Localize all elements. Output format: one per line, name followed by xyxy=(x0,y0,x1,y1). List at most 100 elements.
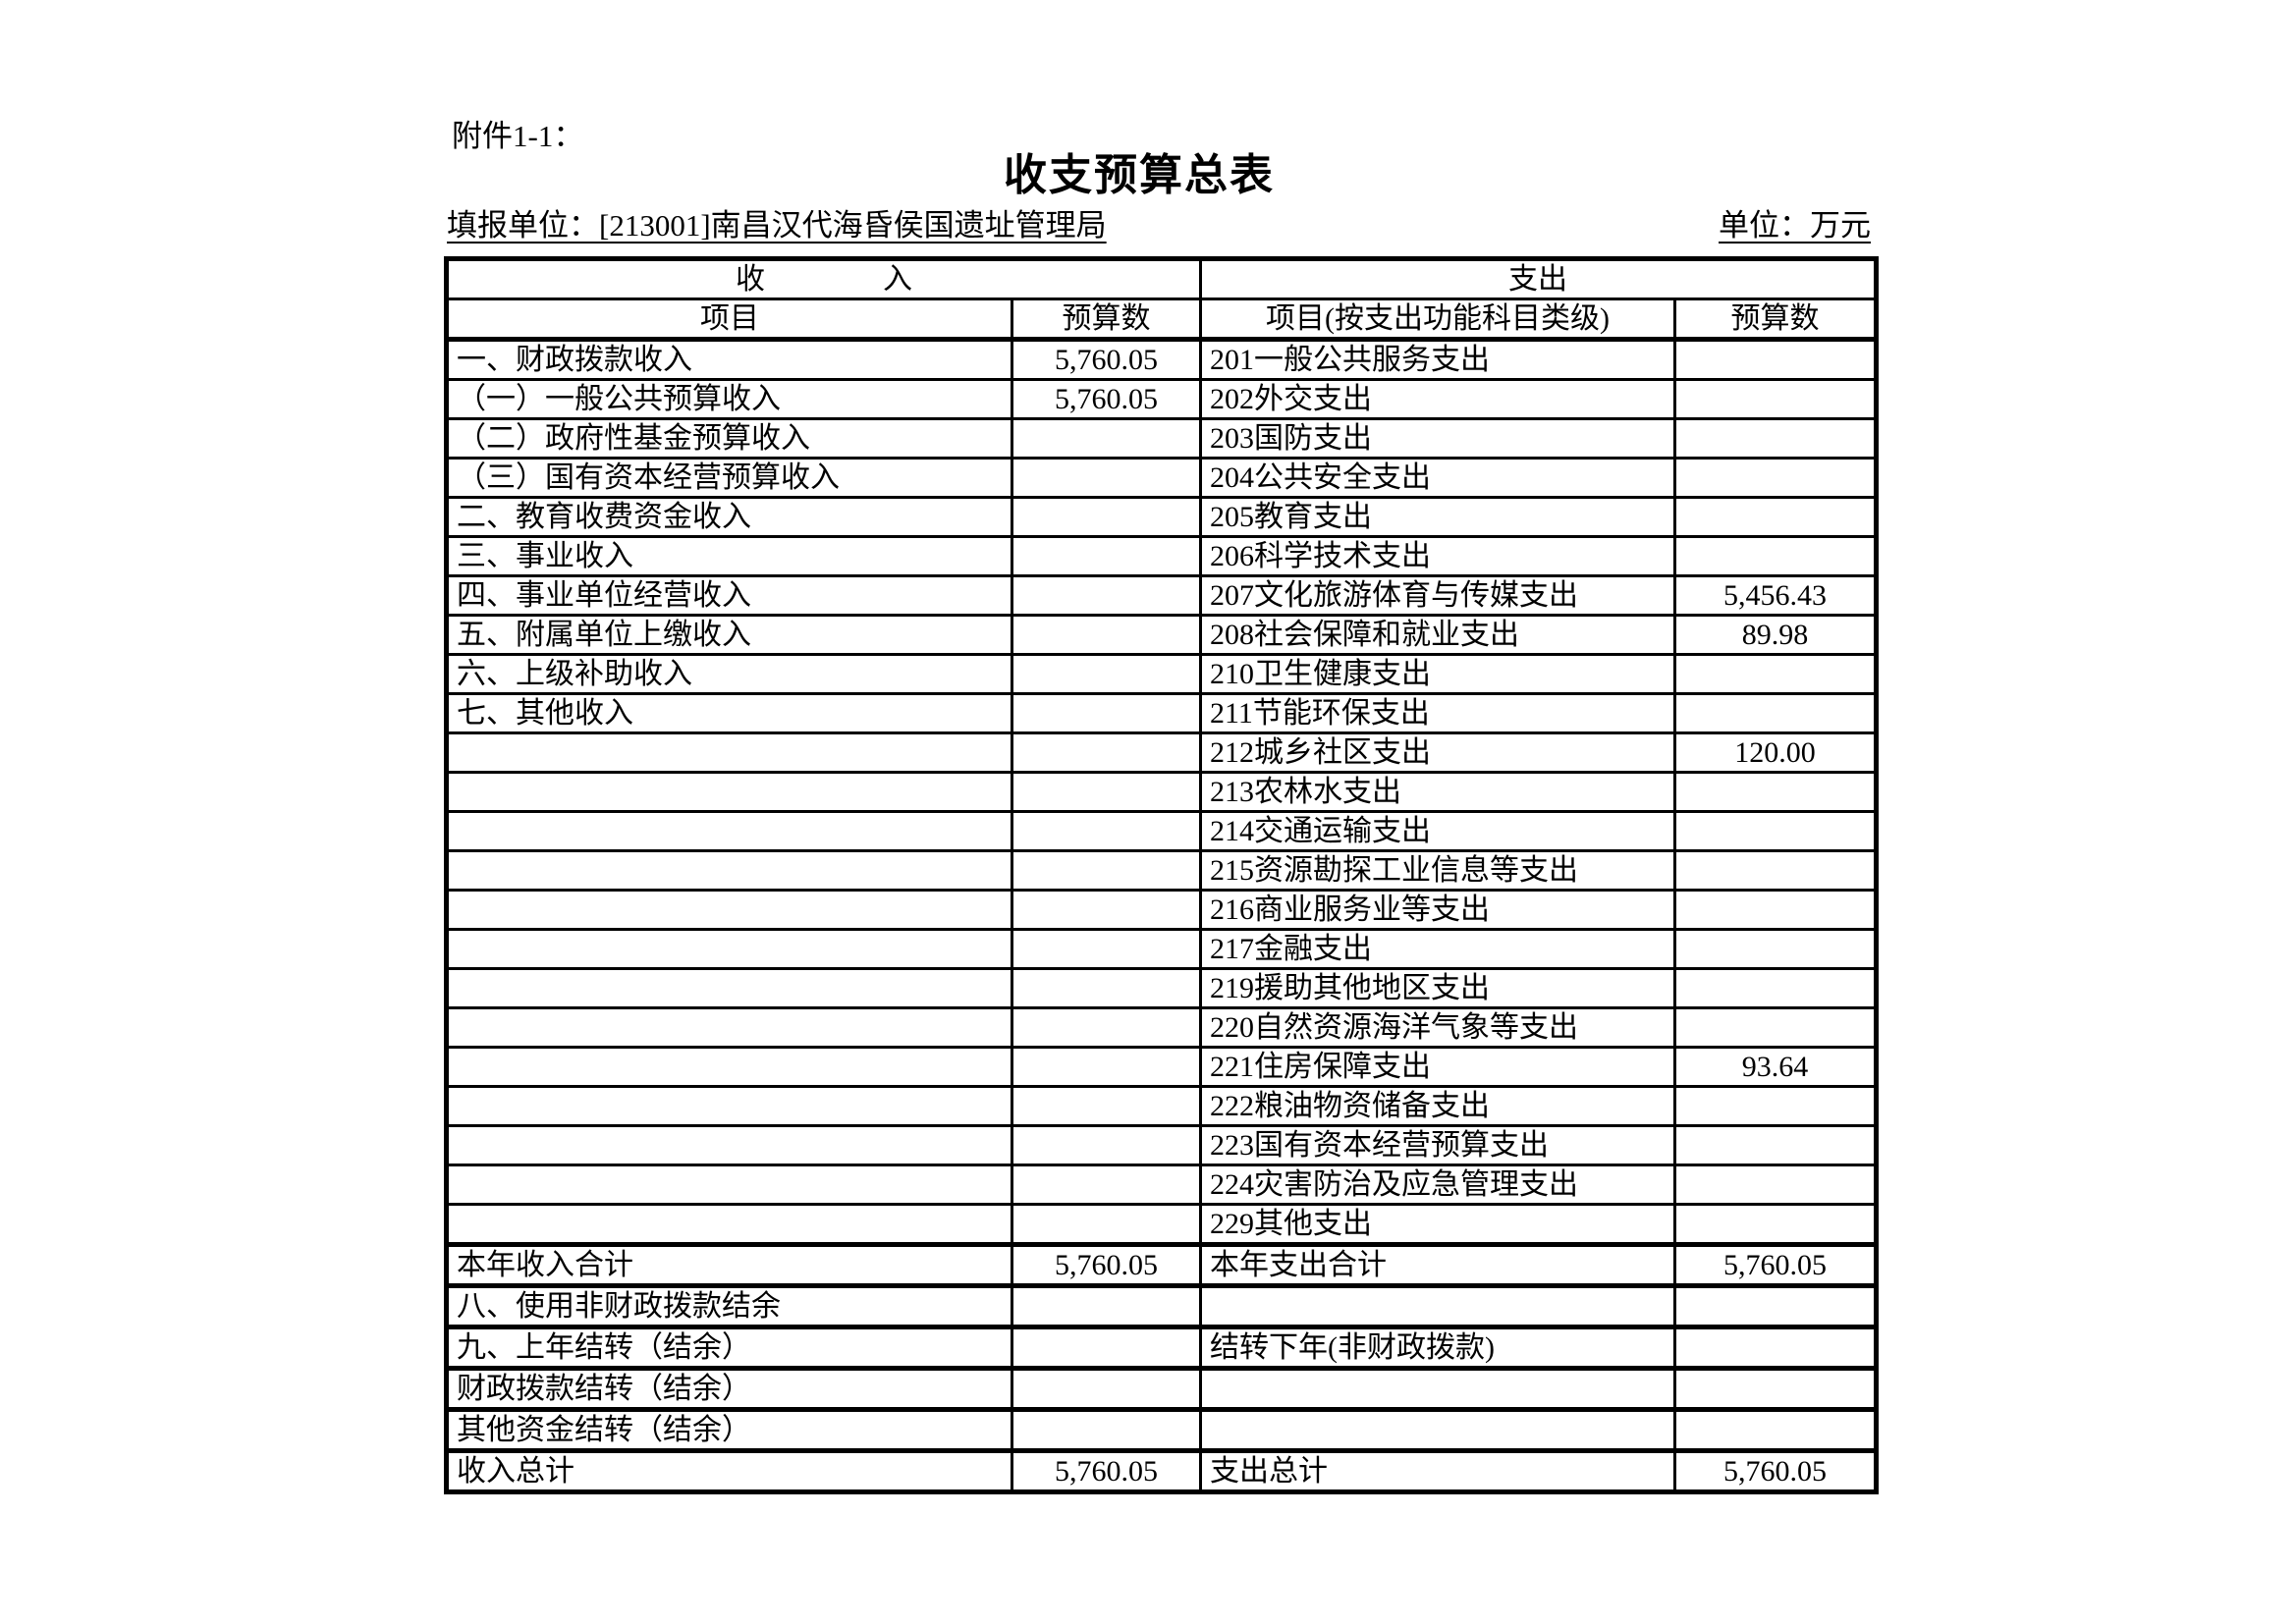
income-item-column-header: 项目 xyxy=(445,298,1013,342)
table-row: 220自然资源海洋气象等支出 xyxy=(445,1006,1878,1049)
expense-budget-cell xyxy=(1673,889,1878,931)
table-row: 221住房保障支出 93.64 xyxy=(445,1046,1878,1088)
expense-item-cell: 215资源勘探工业信息等支出 xyxy=(1199,849,1676,892)
income-item-cell xyxy=(445,1085,1013,1127)
income-item-cell: 九、上年结转（结余） xyxy=(445,1325,1013,1370)
expense-budget-cell: 5,760.05 xyxy=(1673,1242,1878,1287)
income-budget-cell xyxy=(1011,889,1202,931)
table-row: 222粮油物资储备支出 xyxy=(445,1085,1878,1127)
expense-item-cell: 219援助其他地区支出 xyxy=(1199,967,1676,1009)
expense-item-cell: 202外交支出 xyxy=(1199,378,1676,420)
meta-row: 填报单位：[213001]南昌汉代海昏侯国遗址管理局 单位：万元 xyxy=(447,208,1871,244)
income-budget-cell xyxy=(1011,1283,1202,1328)
expense-item-cell: 210卫生健康支出 xyxy=(1199,653,1676,695)
expense-budget-cell xyxy=(1673,928,1878,970)
expense-budget-column-header: 预算数 xyxy=(1673,298,1878,342)
income-item-cell: 五、附属单位上缴收入 xyxy=(445,614,1013,656)
table-row: 214交通运输支出 xyxy=(445,810,1878,852)
income-item-cell: （三）国有资本经营预算收入 xyxy=(445,457,1013,499)
table-row: 七、其他收入 211节能环保支出 xyxy=(445,692,1878,734)
table-row: 六、上级补助收入 210卫生健康支出 xyxy=(445,653,1878,695)
income-budget-cell xyxy=(1011,1006,1202,1049)
expense-budget-cell xyxy=(1673,849,1878,892)
expense-item-cell: 220自然资源海洋气象等支出 xyxy=(1199,1006,1676,1049)
income-item-cell xyxy=(445,889,1013,931)
income-item-cell xyxy=(445,731,1013,774)
income-budget-column-header: 预算数 xyxy=(1011,298,1202,342)
expense-budget-cell xyxy=(1673,1124,1878,1166)
income-budget-cell: 5,760.05 xyxy=(1011,1242,1202,1287)
unit-label: 单位：万元 xyxy=(1719,208,1871,243)
expense-budget-cell xyxy=(1673,1325,1878,1370)
income-budget-cell xyxy=(1011,1366,1202,1411)
expense-item-cell: 212城乡社区支出 xyxy=(1199,731,1676,774)
expense-budget-cell xyxy=(1673,810,1878,852)
expense-budget-cell xyxy=(1673,1283,1878,1328)
income-budget-cell xyxy=(1011,1046,1202,1088)
income-budget-cell xyxy=(1011,771,1202,813)
table-row: 五、附属单位上缴收入 208社会保障和就业支出 89.98 xyxy=(445,614,1878,656)
expense-budget-cell xyxy=(1673,1006,1878,1049)
expense-item-cell: 205教育支出 xyxy=(1199,496,1676,538)
table-row: 212城乡社区支出 120.00 xyxy=(445,731,1878,774)
expense-item-cell: 221住房保障支出 xyxy=(1199,1046,1676,1088)
expense-budget-cell xyxy=(1673,496,1878,538)
expense-item-cell: 结转下年(非财政拨款) xyxy=(1199,1325,1676,1370)
income-item-cell: （二）政府性基金预算收入 xyxy=(445,417,1013,460)
expense-item-cell: 201一般公共服务支出 xyxy=(1199,338,1676,381)
table-row: 收入总计 5,760.05 支出总计 5,760.05 xyxy=(445,1448,1878,1493)
income-budget-cell xyxy=(1011,653,1202,695)
income-budget-cell xyxy=(1011,457,1202,499)
expense-budget-cell: 89.98 xyxy=(1673,614,1878,656)
table-row: 215资源勘探工业信息等支出 xyxy=(445,849,1878,892)
income-item-cell xyxy=(445,967,1013,1009)
income-budget-cell xyxy=(1011,1203,1202,1246)
income-budget-cell xyxy=(1011,574,1202,617)
expense-budget-cell xyxy=(1673,417,1878,460)
expense-budget-cell xyxy=(1673,1203,1878,1246)
table-row: （三）国有资本经营预算收入 204公共安全支出 xyxy=(445,457,1878,499)
table-row: 四、事业单位经营收入 207文化旅游体育与传媒支出 5,456.43 xyxy=(445,574,1878,617)
expense-budget-cell xyxy=(1673,378,1878,420)
income-budget-cell xyxy=(1011,1124,1202,1166)
expense-budget-cell xyxy=(1673,535,1878,577)
attachment-note: 附件1-1： xyxy=(452,119,584,153)
income-item-cell xyxy=(445,810,1013,852)
table-row: 三、事业收入 206科学技术支出 xyxy=(445,535,1878,577)
table-row: 二、教育收费资金收入 205教育支出 xyxy=(445,496,1878,538)
table-row: 229其他支出 xyxy=(445,1203,1878,1246)
income-item-cell: 一、财政拨款收入 xyxy=(445,338,1013,381)
expense-budget-cell xyxy=(1673,967,1878,1009)
table-row: 八、使用非财政拨款结余 xyxy=(445,1283,1878,1328)
expense-item-cell: 206科学技术支出 xyxy=(1199,535,1676,577)
income-item-cell: 本年收入合计 xyxy=(445,1242,1013,1287)
income-item-cell: 其他资金结转（结余） xyxy=(445,1407,1013,1452)
page-title: 收支预算总表 xyxy=(1004,151,1275,199)
expense-item-cell: 207文化旅游体育与传媒支出 xyxy=(1199,574,1676,617)
income-item-cell xyxy=(445,849,1013,892)
expense-budget-cell xyxy=(1673,338,1878,381)
income-item-cell: 六、上级补助收入 xyxy=(445,653,1013,695)
expense-item-cell xyxy=(1199,1283,1676,1328)
table-row: 213农林水支出 xyxy=(445,771,1878,813)
table-row: 224灾害防治及应急管理支出 xyxy=(445,1164,1878,1206)
expense-budget-cell xyxy=(1673,1407,1878,1452)
expense-budget-cell: 5,760.05 xyxy=(1673,1448,1878,1493)
income-item-cell: 七、其他收入 xyxy=(445,692,1013,734)
income-item-cell xyxy=(445,1006,1013,1049)
expense-budget-cell: 93.64 xyxy=(1673,1046,1878,1088)
table-row: 九、上年结转（结余） 结转下年(非财政拨款) xyxy=(445,1325,1878,1370)
expense-item-cell: 222粮油物资储备支出 xyxy=(1199,1085,1676,1127)
income-budget-cell xyxy=(1011,967,1202,1009)
column-header-row: 项目 预算数 项目(按支出功能科目类级) 预算数 xyxy=(445,298,1878,342)
income-budget-cell xyxy=(1011,928,1202,970)
table-row: 财政拨款结转（结余） xyxy=(445,1366,1878,1411)
income-budget-cell: 5,760.05 xyxy=(1011,378,1202,420)
income-budget-cell xyxy=(1011,614,1202,656)
income-item-cell xyxy=(445,771,1013,813)
expense-item-cell: 211节能环保支出 xyxy=(1199,692,1676,734)
table-row: （一）一般公共预算收入 5,760.05 202外交支出 xyxy=(445,378,1878,420)
income-budget-cell xyxy=(1011,496,1202,538)
income-budget-cell xyxy=(1011,1325,1202,1370)
income-budget-cell xyxy=(1011,1085,1202,1127)
